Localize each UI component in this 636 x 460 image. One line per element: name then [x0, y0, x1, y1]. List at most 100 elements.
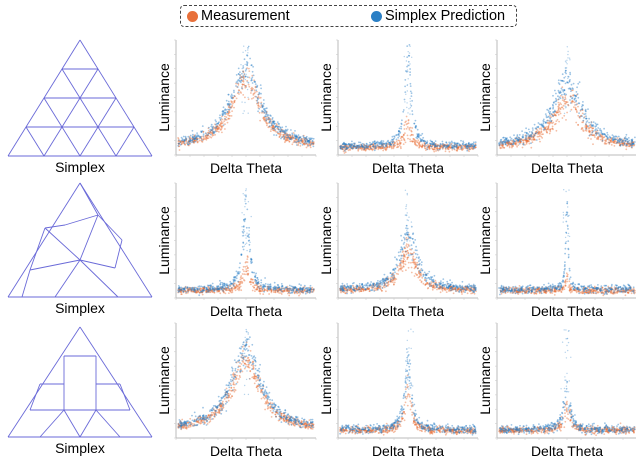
data-point: [193, 138, 196, 140]
data-point: [425, 274, 428, 276]
data-point: [399, 142, 402, 145]
data-point: [587, 125, 590, 128]
data-point: [537, 122, 540, 124]
data-point: [410, 261, 412, 264]
data-point: [417, 139, 420, 142]
data-point: [389, 272, 392, 274]
data-point: [203, 136, 205, 139]
simplex-outline: [79, 182, 153, 298]
data-point: [208, 126, 210, 129]
data-point: [207, 133, 209, 136]
data-point: [211, 132, 214, 134]
data-point: [258, 92, 261, 95]
data-point: [521, 130, 523, 133]
data-point: [273, 127, 276, 129]
data-point: [581, 112, 584, 115]
data-point: [544, 113, 547, 115]
data-point: [509, 139, 512, 142]
data-point: [377, 145, 380, 148]
data-point: [601, 137, 604, 140]
data-point: [446, 280, 449, 283]
data-point: [558, 92, 561, 95]
data-point: [347, 285, 350, 288]
data-point: [400, 234, 402, 237]
data-point: [530, 138, 533, 141]
data-point: [407, 119, 410, 121]
data-point: [405, 127, 408, 130]
data-point: [405, 93, 407, 96]
data-point: [567, 77, 569, 80]
data-point: [407, 122, 410, 125]
data-point: [224, 119, 227, 121]
data-point: [415, 256, 418, 259]
data-point: [402, 134, 405, 136]
data-point: [406, 106, 408, 109]
data-point: [192, 139, 195, 142]
data-point: [604, 143, 607, 145]
data-point: [261, 110, 264, 113]
data-point: [284, 128, 287, 131]
data-point: [206, 134, 209, 137]
data-point: [202, 131, 205, 133]
data-point: [565, 107, 567, 109]
data-point: [409, 138, 411, 141]
data-point: [184, 135, 187, 138]
data-point: [196, 138, 198, 141]
data-point: [251, 89, 253, 92]
data-point: [413, 267, 416, 270]
data-point: [566, 111, 568, 114]
data-point: [357, 149, 360, 152]
data-point: [230, 97, 233, 99]
data-point: [242, 70, 245, 73]
data-point: [289, 138, 292, 140]
data-point: [246, 67, 249, 69]
data-point: [584, 126, 587, 128]
data-point: [185, 291, 188, 294]
data-point: [376, 144, 379, 147]
data-point: [468, 148, 471, 151]
data-point: [445, 144, 448, 147]
data-point: [286, 136, 289, 139]
data-point: [239, 91, 242, 93]
data-point: [242, 232, 245, 234]
data-point: [537, 135, 540, 138]
data-point: [283, 136, 286, 139]
data-point: [548, 112, 551, 115]
data-point: [260, 102, 262, 105]
data-point: [264, 120, 267, 123]
data-point: [432, 148, 434, 151]
data-point: [205, 287, 208, 289]
data-point: [307, 289, 310, 292]
data-point: [420, 140, 423, 143]
data-point: [386, 143, 388, 145]
data-point: [305, 137, 307, 140]
data-point: [232, 97, 235, 99]
data-point: [194, 290, 197, 293]
data-point: [257, 96, 259, 99]
data-point: [254, 275, 256, 278]
data-point: [409, 103, 412, 105]
data-point: [219, 114, 221, 117]
data-point: [518, 143, 521, 145]
data-point: [215, 126, 218, 128]
data-point: [369, 145, 371, 147]
data-point: [242, 66, 245, 69]
data-point: [343, 147, 346, 150]
data-point: [188, 144, 190, 147]
data-point: [271, 120, 274, 123]
data-point: [180, 286, 183, 289]
data-point: [257, 93, 260, 96]
data-point: [310, 142, 313, 145]
data-point: [279, 134, 281, 137]
data-point: [203, 289, 206, 291]
data-point: [564, 100, 567, 103]
data-point: [392, 273, 395, 276]
simplex-edge: [63, 409, 81, 438]
data-point: [280, 133, 282, 136]
data-point: [567, 57, 569, 59]
data-point: [294, 138, 297, 141]
data-point: [301, 289, 304, 292]
data-point: [544, 121, 547, 124]
data-point: [246, 232, 248, 234]
data-point: [183, 143, 186, 146]
